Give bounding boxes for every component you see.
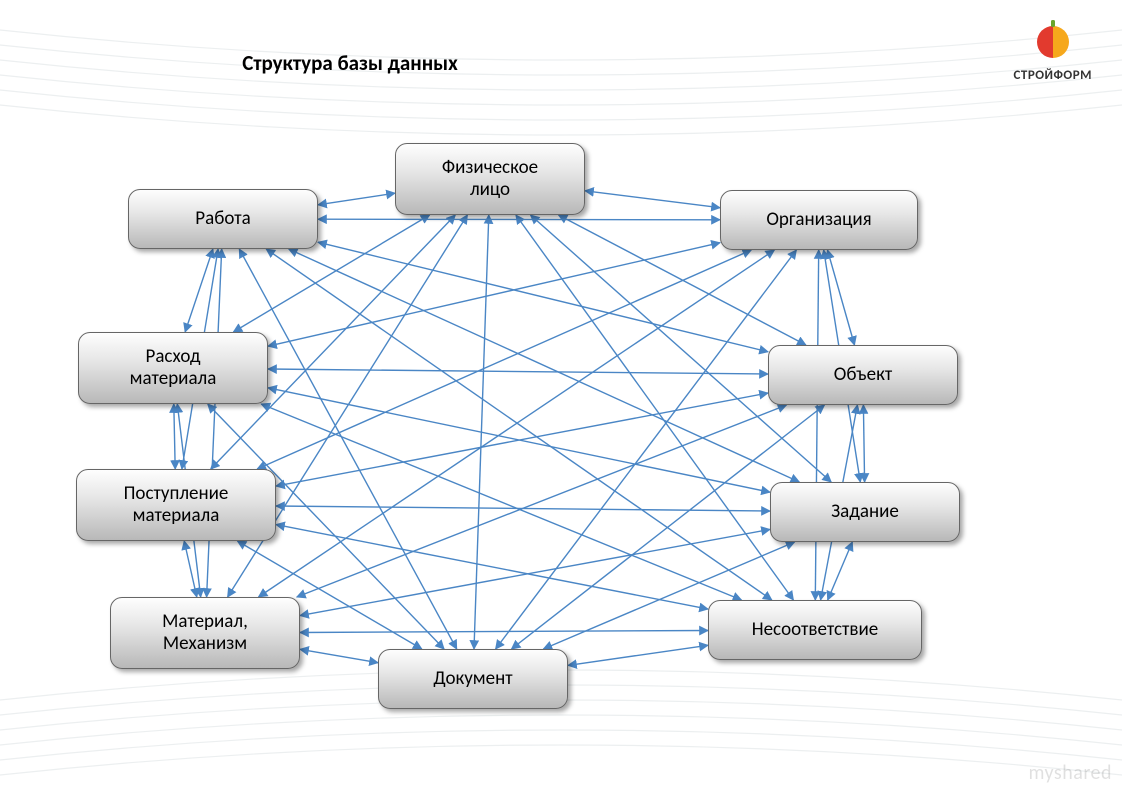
watermark: myshared (1028, 761, 1112, 785)
node-doc: Документ (378, 649, 568, 709)
node-mat: Материал,Механизм (110, 597, 300, 669)
logo: СТРОЙФОРМ (1014, 18, 1092, 83)
edge-rash-post (174, 404, 175, 469)
node-obj: Объект (768, 345, 958, 405)
edge-mat-nes (300, 631, 708, 633)
edge-post-nes (276, 525, 708, 610)
edge-work-obj (318, 242, 768, 352)
node-org: Организация (720, 190, 918, 250)
edge-obj-mat (297, 405, 787, 597)
page-title: Структура базы данных (0, 50, 700, 76)
edge-org-nes (815, 250, 818, 600)
node-nes: Несоответствие (708, 600, 922, 660)
node-post: Поступлениематериала (76, 469, 276, 541)
node-rash: Расходматериала (78, 332, 268, 404)
node-phys: Физическоелицо (395, 143, 585, 215)
edge-rash-obj (268, 369, 768, 374)
edge-work-nes (266, 249, 772, 600)
edge-task-nes (828, 542, 853, 600)
logo-text: СТРОЙФОРМ (1014, 68, 1092, 83)
edge-org-post (257, 250, 751, 469)
node-work: Работа (128, 189, 318, 249)
network-diagram: Физическоелицо Работа Организация Расходмат… (0, 0, 1122, 793)
edge-phys-org (585, 191, 720, 208)
edge-org-doc (496, 250, 797, 649)
edge-nes-doc (568, 645, 708, 665)
edge-mat-doc (300, 649, 378, 662)
edge-obj-task (863, 405, 864, 482)
logo-icon (1029, 18, 1077, 66)
edge-phys-nes (516, 215, 794, 600)
edge-phys-work (318, 193, 395, 205)
edge-work-doc (239, 249, 456, 649)
edge-work-org (318, 219, 720, 220)
edge-work-rash (185, 249, 213, 332)
node-task: Задание (770, 482, 960, 542)
